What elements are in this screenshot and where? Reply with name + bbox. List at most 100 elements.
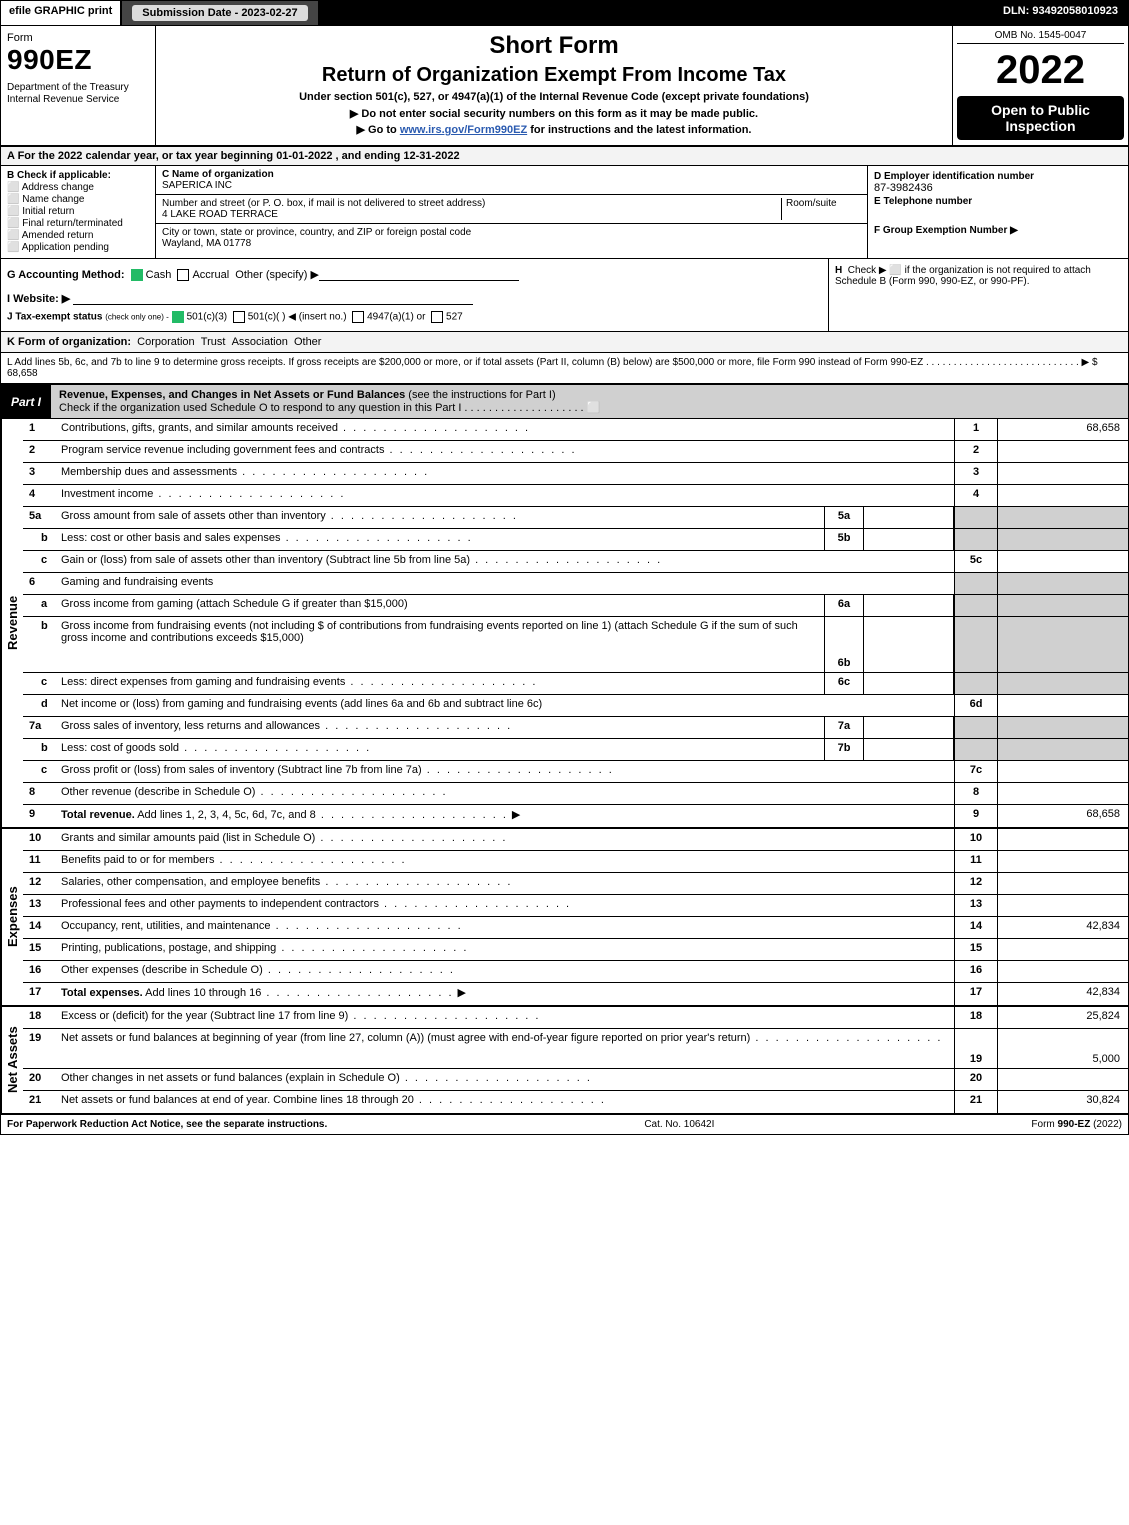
h-label: H xyxy=(835,265,842,276)
instruction-goto: ▶ Go to www.irs.gov/Form990EZ for instru… xyxy=(164,123,944,136)
org-address: 4 LAKE ROAD TERRACE xyxy=(162,209,781,220)
chk-initial-return[interactable]: Initial return xyxy=(7,206,149,217)
l6c-midval xyxy=(864,673,954,694)
line-7c: c Gross profit or (loss) from sales of i… xyxy=(23,761,1128,783)
l7c-desc-text: Gross profit or (loss) from sales of inv… xyxy=(61,764,422,776)
l5a-midnum: 5a xyxy=(824,507,864,528)
l15-num: 15 xyxy=(23,939,61,960)
l6b-midnum: 6b xyxy=(824,617,864,672)
l8-endnum: 8 xyxy=(954,783,998,804)
l17-endnum: 17 xyxy=(954,983,998,1005)
efile-label: efile GRAPHIC print xyxy=(1,1,122,25)
l13-endval xyxy=(998,895,1128,916)
l19-num: 19 xyxy=(23,1029,61,1068)
l8-desc-text: Other revenue (describe in Schedule O) xyxy=(61,786,255,798)
box-b-label: B Check if applicable: xyxy=(7,170,111,181)
l19-desc-text: Net assets or fund balances at beginning… xyxy=(61,1032,750,1044)
l7a-desc-text: Gross sales of inventory, less returns a… xyxy=(61,720,320,732)
line-21: 21 Net assets or fund balances at end of… xyxy=(23,1091,1128,1113)
l3-desc: Membership dues and assessments xyxy=(61,463,954,484)
line-5a: 5a Gross amount from sale of assets othe… xyxy=(23,507,1128,529)
l11-desc: Benefits paid to or for members xyxy=(61,851,954,872)
footer-right-post: (2022) xyxy=(1090,1119,1122,1130)
footer-left: For Paperwork Reduction Act Notice, see … xyxy=(7,1119,327,1130)
instruction-ssn: ▶ Do not enter social security numbers o… xyxy=(164,107,944,120)
l6a-shade2 xyxy=(998,595,1128,616)
l5b-num: b xyxy=(23,529,61,550)
l17-desc: Total expenses. Add lines 10 through 16 xyxy=(61,983,954,1005)
l13-desc-text: Professional fees and other payments to … xyxy=(61,898,379,910)
box-b: B Check if applicable: Address change Na… xyxy=(1,166,156,258)
chk-accrual[interactable] xyxy=(177,269,189,281)
g-other-blank[interactable] xyxy=(319,267,519,281)
form-page: efile GRAPHIC print Submission Date - 20… xyxy=(0,0,1129,1135)
l16-num: 16 xyxy=(23,961,61,982)
l11-endval xyxy=(998,851,1128,872)
l5b-midval xyxy=(864,529,954,550)
l4-endnum: 4 xyxy=(954,485,998,506)
k-other: Other xyxy=(294,336,322,348)
l16-desc: Other expenses (describe in Schedule O) xyxy=(61,961,954,982)
g-accrual: Accrual xyxy=(192,269,229,281)
org-addr-row: Number and street (or P. O. box, if mail… xyxy=(156,195,867,224)
l5a-midval xyxy=(864,507,954,528)
l20-endnum: 20 xyxy=(954,1069,998,1090)
chk-application-pending[interactable]: Application pending xyxy=(7,242,149,253)
dln: DLN: 93492058010923 xyxy=(993,1,1128,25)
g-label: G Accounting Method: xyxy=(7,269,125,281)
org-name-row: C Name of organization SAPERICA INC xyxy=(156,166,867,195)
l17-arrow-icon xyxy=(454,987,470,999)
l4-num: 4 xyxy=(23,485,61,506)
irs-link[interactable]: www.irs.gov/Form990EZ xyxy=(400,124,527,136)
chk-527[interactable] xyxy=(431,311,443,323)
website-blank[interactable] xyxy=(73,291,473,305)
l5a-desc-text: Gross amount from sale of assets other t… xyxy=(61,510,326,522)
chk-501c[interactable] xyxy=(233,311,245,323)
chk-4947[interactable] xyxy=(352,311,364,323)
l7c-endval xyxy=(998,761,1128,782)
l5c-endnum: 5c xyxy=(954,551,998,572)
j-527: 527 xyxy=(446,312,463,323)
row-j: J Tax-exempt status (check only one) - 5… xyxy=(7,311,822,323)
l6b-shade2 xyxy=(998,617,1128,672)
room-label: Room/suite xyxy=(786,198,837,209)
l17-bold: Total expenses. xyxy=(61,987,143,999)
line-18: 18 Excess or (deficit) for the year (Sub… xyxy=(23,1007,1128,1029)
chk-amended-return[interactable]: Amended return xyxy=(7,230,149,241)
j-label: J Tax-exempt status xyxy=(7,312,102,323)
l7c-endnum: 7c xyxy=(954,761,998,782)
l9-num: 9 xyxy=(23,805,61,827)
city-label: City or town, state or province, country… xyxy=(162,227,471,238)
l14-num: 14 xyxy=(23,917,61,938)
l14-endnum: 14 xyxy=(954,917,998,938)
chk-name-change[interactable]: Name change xyxy=(7,194,149,205)
l18-endval: 25,824 xyxy=(998,1007,1128,1028)
header-left: Form 990EZ Department of the Treasury In… xyxy=(1,26,156,145)
omb-number: OMB No. 1545-0047 xyxy=(957,30,1124,44)
department: Department of the Treasury Internal Reve… xyxy=(7,82,149,106)
chk-cash[interactable] xyxy=(131,269,143,281)
chk-address-change[interactable]: Address change xyxy=(7,182,149,193)
l5a-shade1 xyxy=(954,507,998,528)
chk-501c3[interactable] xyxy=(172,311,184,323)
l15-desc: Printing, publications, postage, and shi… xyxy=(61,939,954,960)
ein-value: 87-3982436 xyxy=(874,182,933,194)
l6d-endnum: 6d xyxy=(954,695,998,716)
l6-num: 6 xyxy=(23,573,61,594)
phone-label: E Telephone number xyxy=(874,196,1122,207)
chk-final-return[interactable]: Final return/terminated xyxy=(7,218,149,229)
l19-endnum: 19 xyxy=(954,1029,998,1068)
l4-desc-text: Investment income xyxy=(61,488,153,500)
l7c-num: c xyxy=(23,761,61,782)
line-20: 20 Other changes in net assets or fund b… xyxy=(23,1069,1128,1091)
line-7a: 7a Gross sales of inventory, less return… xyxy=(23,717,1128,739)
l-text: L Add lines 5b, 6c, and 7b to line 9 to … xyxy=(7,357,1098,368)
j-4947: 4947(a)(1) or xyxy=(367,312,425,323)
group-exemption-label: F Group Exemption Number ▶ xyxy=(874,225,1122,236)
line-5c: c Gain or (loss) from sale of assets oth… xyxy=(23,551,1128,573)
line-10: 10 Grants and similar amounts paid (list… xyxy=(23,829,1128,851)
l7a-num: 7a xyxy=(23,717,61,738)
l7a-shade2 xyxy=(998,717,1128,738)
tax-year: 2022 xyxy=(957,50,1124,90)
l6c-shade2 xyxy=(998,673,1128,694)
